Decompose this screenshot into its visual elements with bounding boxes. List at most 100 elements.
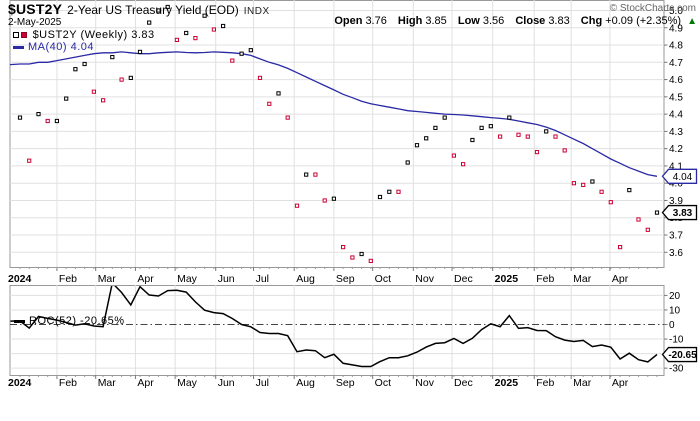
up-dot-swatch-icon (13, 31, 19, 38)
price-dot (507, 115, 512, 120)
price-dot (461, 162, 466, 167)
month-label: Dec (454, 377, 473, 389)
month-label: Nov (415, 377, 434, 389)
y-axis-label: 4.9 (669, 23, 683, 34)
price-dot (156, 8, 161, 13)
y-axis-label: 4.8 (669, 41, 683, 52)
month-label: Jun (218, 377, 235, 389)
price-dot (45, 118, 50, 124)
roc-axis-label: -10 (669, 335, 684, 346)
month-label: Sep (336, 273, 355, 285)
svg-text:3.83: 3.83 (673, 208, 693, 219)
price-dot (414, 143, 420, 148)
price-dot (562, 148, 567, 153)
price-dot (128, 75, 133, 81)
price-dot (313, 172, 318, 177)
copyright-link[interactable]: © StockCharts.com (609, 3, 696, 14)
month-label: Apr (137, 377, 154, 389)
month-label: Mar (98, 273, 117, 285)
price-dot (608, 200, 613, 205)
month-label: Feb (59, 377, 77, 389)
price-dot (101, 98, 106, 103)
month-label: 2025 (495, 377, 519, 389)
month-label: Mar (573, 273, 592, 285)
y-axis-label: 5.0 (669, 6, 683, 17)
y-axis-label: 4.1 (669, 161, 683, 172)
price-dot (202, 13, 207, 18)
quote-row: Open 3.76 High 3.85 Low 3.56 Close 3.83 Chg +… (326, 15, 697, 27)
price-dot (377, 194, 383, 200)
roc-line (10, 286, 658, 368)
price-dot (534, 150, 540, 155)
price-dot (27, 158, 32, 163)
roc-plot-border (9, 285, 665, 376)
price-dot (110, 55, 115, 60)
price-dot (636, 217, 641, 222)
month-label: Jul (256, 377, 269, 389)
price-chart: 5.04.94.84.74.64.54.44.34.24.14.03.93.83… (8, 0, 698, 285)
price-dot (470, 137, 475, 143)
price-dot (387, 189, 392, 194)
last-value-callout: 3.83 (661, 204, 698, 221)
y-axis-label: 4.3 (669, 127, 683, 138)
roc-axis-label: 10 (669, 305, 681, 316)
exchange-label: INDX (243, 6, 270, 17)
svg-text:4.04: 4.04 (673, 172, 693, 183)
close-label: Close (515, 15, 546, 27)
price-dot (184, 30, 189, 36)
price-dot (396, 189, 401, 194)
price-dot (442, 115, 447, 120)
price-dot (17, 115, 23, 120)
ma-value-callout: 4.04 (661, 168, 698, 184)
price-dot (618, 245, 623, 250)
price-dot (193, 36, 198, 41)
ma-legend: MA(40) 4.04 (13, 41, 94, 53)
ma-legend-label: MA(40) 4.04 (28, 41, 95, 53)
price-dot (54, 118, 59, 124)
price-dot (294, 203, 300, 208)
month-label: Feb (536, 377, 554, 389)
month-label: Aug (296, 377, 315, 389)
month-label: Feb (59, 273, 77, 285)
month-label: Sep (336, 377, 355, 389)
y-axis-label: 4.2 (669, 144, 683, 155)
price-dot (211, 27, 217, 32)
low-label: Low (457, 15, 480, 27)
price-dot (525, 134, 530, 139)
y-axis-label: 3.9 (669, 196, 683, 207)
chg-label: Chg (580, 15, 603, 27)
month-label: Jul (256, 273, 269, 285)
price-dot (645, 227, 650, 232)
high-value: 3.85 (425, 15, 447, 27)
month-label: May (177, 377, 198, 389)
month-label: Oct (375, 273, 391, 285)
month-label: Apr (612, 273, 629, 285)
chg-value: +0.09 (+2.35%) (605, 15, 682, 27)
price-dot (581, 182, 586, 188)
price-dot (304, 172, 309, 177)
month-label: Nov (415, 273, 434, 285)
y-axis-label: 4.6 (669, 75, 683, 86)
chart-header: $UST2Y 2-Year US Treasury Yield (EOD) INDX (8, 1, 270, 19)
price-legend-label: $UST2Y (Weekly) 3.83 (32, 29, 155, 41)
price-dot (451, 153, 456, 158)
symbol: $UST2Y (8, 1, 63, 17)
price-dot (405, 160, 410, 165)
price-dot (147, 20, 152, 25)
roc-legend-label: ROC(52) -20.65% (29, 315, 125, 327)
price-dot (73, 67, 78, 72)
month-label: Aug (296, 273, 315, 285)
y-axis-label: 4.0 (669, 179, 683, 190)
high-label: High (397, 15, 423, 27)
price-dot (654, 210, 660, 215)
price-dot (498, 134, 503, 139)
price-dot (119, 77, 124, 82)
price-dot (165, 4, 170, 10)
month-label: 2024 (8, 377, 32, 389)
open-label: Open (334, 15, 363, 27)
month-label: Jun (218, 273, 235, 285)
roc-axis-label: 20 (669, 291, 681, 302)
roc-line-swatch-icon (14, 319, 25, 323)
roc-legend: ROC(52) -20.65% (14, 315, 125, 327)
month-label: May (177, 273, 198, 285)
